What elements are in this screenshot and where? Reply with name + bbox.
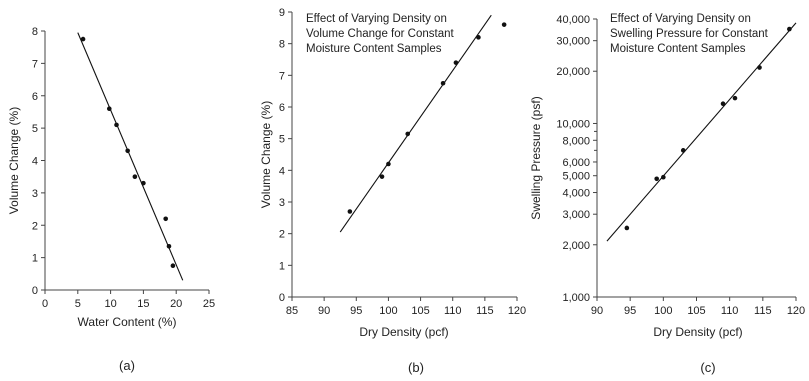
data-point [114,122,119,128]
y-tick-label: 2 [279,229,285,241]
data-point [132,174,138,179]
chart-title-line: Volume Change for Constant [306,28,454,40]
x-tick-label: 115 [754,305,772,317]
y-tick-label: 1 [32,253,38,265]
data-point [170,263,176,269]
y-tick-label: 20,000 [556,66,590,78]
chart-title-line: Moisture Content Samples [306,43,442,55]
x-tick-label: 5 [75,298,81,310]
y-tick-label: 5 [32,123,38,135]
data-point [661,174,666,180]
data-point [624,225,630,231]
y-tick-label: 2 [32,220,38,232]
x-tick-label: 85 [286,305,298,317]
y-tick-label: 7 [32,58,38,70]
data-point [501,22,507,27]
data-point [141,180,146,186]
y-tick-label: 1 [279,260,285,272]
panel-label: (c) [700,360,715,375]
data-point [405,131,411,137]
x-tick-label: 115 [476,305,494,317]
y-tick-label: 6,000 [562,157,590,169]
chart-title-line: Moisture Content Samples [610,43,746,55]
y-tick-label: 8 [279,39,285,51]
trend-line [606,22,797,242]
y-tick-label: 4 [279,165,285,177]
x-tick-label: 100 [379,305,397,317]
data-point [453,60,459,65]
y-tick-label: 8 [32,26,38,38]
data-point [347,209,353,214]
y-tick-label: 7 [279,70,285,82]
y-tick-label: 3 [279,197,285,209]
y-axis-label: Volume Change (%) [7,107,21,214]
data-point [166,243,172,249]
x-tick-label: 0 [42,298,48,310]
x-tick-label: 20 [170,298,182,310]
y-tick-label: 0 [279,292,285,304]
chart-a: 0 5 10 15 20 25 0 1 2 3 4 5 6 7 8 Water Content (%) Volu… [7,26,215,373]
x-tick-label: 105 [687,305,705,317]
y-tick-label: 0 [32,285,38,297]
chart-title-line: Effect of Varying Density on [610,13,751,25]
x-tick-label: 120 [787,305,805,317]
x-tick-label: 100 [654,305,672,317]
x-tick-label: 90 [318,305,330,317]
x-tick-label: 95 [350,305,362,317]
y-tick-label: 10,000 [556,118,590,130]
x-tick-label: 90 [591,305,603,317]
y-tick-label: 6 [279,102,285,114]
y-tick-label: 5 [279,134,285,146]
y-tick-label: 4,000 [562,188,590,200]
trend-line [77,32,184,281]
x-tick-label: 105 [411,305,429,317]
y-tick-label: 5,000 [562,171,590,183]
y-tick-label: 30,000 [556,36,590,48]
x-tick-label: 25 [203,298,215,310]
x-tick-label: 110 [444,305,462,317]
data-point [680,148,686,153]
x-axis-label: Water Content (%) [78,315,177,329]
x-axis-label: Dry Density (pcf) [359,325,448,339]
trend-line [339,14,492,233]
chart-title-line: Effect of Varying Density on [306,13,447,25]
data-point [757,65,762,70]
data-point [106,106,112,111]
data-point [787,26,792,32]
panel-label: (b) [408,360,424,375]
data-point [476,35,481,40]
y-tick-label: 40,000 [556,14,590,26]
y-tick-label: 4 [32,156,38,168]
x-tick-label: 95 [624,305,636,317]
data-point [440,80,446,86]
data-point [379,174,385,179]
y-tick-label: 1,000 [562,292,590,304]
chart-c: 90 95 100 105 110 115 120 1,000 2,000 3,000 4,000 5… [529,13,805,375]
data-point [654,176,659,182]
x-axis-label: Dry Density (pcf) [653,325,742,339]
x-tick-label: 15 [137,298,149,310]
x-tick-label: 10 [104,298,116,310]
x-tick-label: 110 [721,305,739,317]
y-axis-label: Swelling Pressure (psf) [529,96,543,219]
data-point [732,95,738,101]
chart-b: 85 90 95 100 105 110 115 120 0 1 2 3 4 5 6 7 8 9 Dry Densi… [259,7,526,375]
data-point [80,36,86,42]
data-point [386,161,391,167]
chart-title-line: Swelling Pressure for Constant [610,28,769,40]
data-point [163,216,169,222]
y-axis-label: Volume Change (%) [259,101,273,208]
data-point [125,148,130,154]
panel-label: (a) [119,358,135,373]
y-tick-label: 9 [279,7,285,19]
y-tick-label: 3 [32,188,38,200]
x-tick-label: 120 [508,305,526,317]
y-tick-label: 6 [32,91,38,103]
data-point [720,101,726,107]
y-tick-label: 3,000 [562,209,590,221]
y-tick-label: 2,000 [562,240,590,252]
y-tick-label: 8,000 [562,135,590,147]
